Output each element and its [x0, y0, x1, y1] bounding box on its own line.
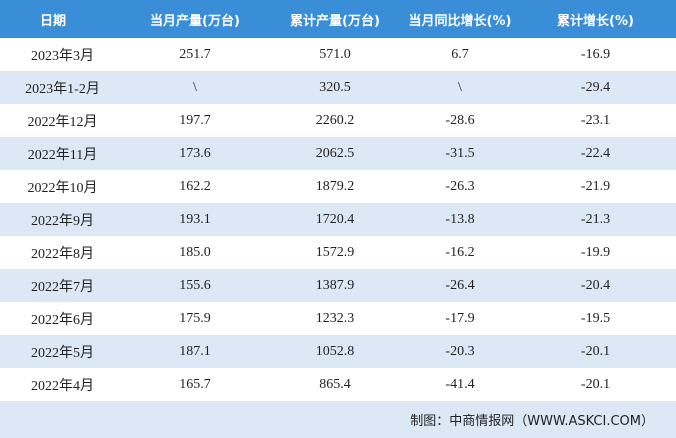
- table-cell: 1572.9: [315, 244, 355, 260]
- table-cell: 2023年3月: [31, 48, 94, 64]
- table-cell: 175.9: [179, 310, 211, 326]
- table-row: 2022年10月 162.2 1879.2 -26.3 -21.9: [0, 170, 676, 203]
- table-cell: -16.9: [580, 46, 611, 62]
- table-row: 2022年11月 173.6 2062.5 -31.5 -22.4: [0, 137, 676, 170]
- table-cell: 185.0: [179, 244, 211, 260]
- table-cell: -28.6: [445, 112, 475, 128]
- table-cell: 2022年11月: [27, 147, 98, 163]
- table-cell: -23.1: [580, 112, 611, 128]
- table-row: 2022年5月 187.1 1052.8 -20.3 -20.1: [0, 335, 676, 368]
- header-cell: 累计产量(万台): [290, 13, 380, 29]
- table-row: 2022年7月 155.6 1387.9 -26.4 -20.4: [0, 269, 676, 302]
- table-cell: 320.5: [319, 79, 351, 95]
- table-cell: -16.2: [445, 244, 475, 260]
- footer-note: 制图：中商情报网（WWW.ASKCI.COM）: [0, 401, 676, 438]
- table-cell: \: [193, 79, 197, 95]
- table-cell: 1720.4: [315, 211, 355, 227]
- table-cell: -31.5: [445, 145, 475, 161]
- table-cell: -21.3: [580, 211, 611, 227]
- table-cell: 197.7: [179, 112, 211, 128]
- header-cell: 当月产量(万台): [150, 13, 240, 29]
- table-cell: 165.7: [179, 376, 211, 392]
- table-cell: -17.9: [445, 310, 475, 326]
- table-cell: 1879.2: [315, 178, 355, 194]
- table-cell: 155.6: [179, 277, 211, 293]
- table-cell: -20.1: [580, 376, 611, 392]
- table-cell: -41.4: [445, 376, 475, 392]
- table-row: 2022年9月 193.1 1720.4 -13.8 -21.3: [0, 203, 676, 236]
- table-cell: -19.9: [580, 244, 611, 260]
- header-cell: 当月同比增长(%): [408, 13, 512, 29]
- table-cell: 187.1: [179, 343, 211, 359]
- table-cell: 1232.3: [315, 310, 355, 326]
- table-row: 2022年8月 185.0 1572.9 -16.2 -19.9: [0, 236, 676, 269]
- table-cell: -22.4: [580, 145, 611, 161]
- table-row: 2022年12月 197.7 2260.2 -28.6 -23.1: [0, 104, 676, 137]
- table-row: 2022年6月 175.9 1232.3 -17.9 -19.5: [0, 302, 676, 335]
- table-cell: -20.3: [445, 343, 475, 359]
- table-cell: -21.9: [580, 178, 611, 194]
- header-cell: 累计增长(%): [557, 13, 634, 29]
- table-row: 2022年4月 165.7 865.4 -41.4 -20.1: [0, 368, 676, 401]
- table-cell: -19.5: [580, 310, 611, 326]
- table-cell: 1052.8: [315, 343, 355, 359]
- table-cell: 162.2: [179, 178, 211, 194]
- table-cell: 2023年1-2月: [25, 81, 100, 97]
- table-cell: 2022年10月: [27, 180, 98, 196]
- table-cell: -26.3: [445, 178, 475, 194]
- table-cell: 251.7: [179, 46, 211, 62]
- table-cell: -20.4: [580, 277, 611, 293]
- table-cell: 6.7: [451, 46, 469, 62]
- header-cell: 日期: [40, 13, 67, 29]
- table-cell: 2022年8月: [31, 246, 94, 262]
- table-cell: 2022年7月: [31, 279, 94, 295]
- table-cell: 2022年6月: [31, 312, 94, 328]
- table-cell: -20.1: [580, 343, 611, 359]
- table-cell: -29.4: [580, 79, 611, 95]
- table-cell: 865.4: [319, 376, 351, 392]
- table-cell: -26.4: [445, 277, 475, 293]
- table-cell: 2022年5月: [31, 345, 94, 361]
- table-cell: 173.6: [179, 145, 211, 161]
- table-cell: 2062.5: [315, 145, 355, 161]
- table-cell: 2022年4月: [31, 378, 94, 394]
- table-cell: 193.1: [179, 211, 211, 227]
- table-cell: 1387.9: [315, 277, 355, 293]
- header-row: 日期 当月产量(万台) 累计产量(万台) 当月同比增长(%) 累计增长(%): [0, 0, 676, 38]
- table-cell: \: [458, 79, 462, 95]
- table-row: 2023年1-2月 \ 320.5 \ -29.4: [0, 71, 676, 104]
- table-cell: 2022年9月: [31, 213, 94, 229]
- table-cell: 2022年12月: [27, 114, 98, 130]
- table-cell: -13.8: [445, 211, 475, 227]
- table-cell: 2260.2: [315, 112, 355, 128]
- table-row: 2023年3月 251.7 571.0 6.7 -16.9: [0, 38, 676, 71]
- table-cell: 571.0: [319, 46, 351, 62]
